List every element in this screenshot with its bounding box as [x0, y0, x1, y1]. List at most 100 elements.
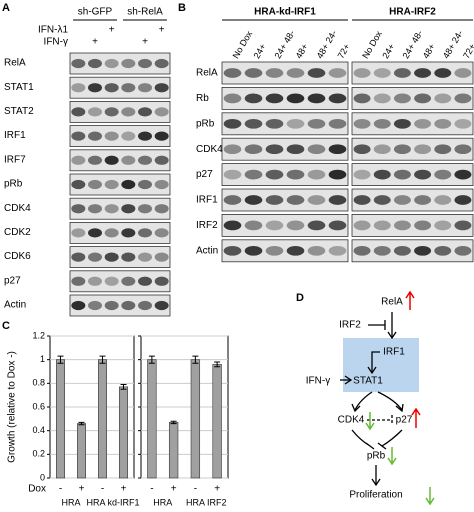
band — [104, 131, 119, 141]
label: + — [109, 25, 115, 36]
band — [265, 195, 284, 205]
blot — [69, 52, 171, 75]
band — [71, 276, 86, 286]
bar — [98, 359, 108, 479]
label: Actin — [4, 300, 26, 311]
band — [286, 245, 305, 256]
label: + — [121, 484, 127, 495]
band — [88, 179, 102, 190]
band — [454, 118, 472, 129]
band — [307, 169, 326, 180]
up-arrow — [411, 407, 421, 428]
bar — [119, 386, 129, 479]
band — [328, 144, 347, 155]
blot — [69, 76, 171, 99]
band — [307, 93, 326, 104]
band — [154, 276, 169, 286]
regulation-arrows — [365, 290, 435, 506]
band — [393, 220, 411, 231]
band — [353, 169, 371, 180]
band — [121, 83, 136, 93]
blot — [69, 125, 171, 147]
band — [414, 68, 432, 78]
down-arrow — [425, 487, 435, 506]
blot — [221, 239, 349, 263]
band — [307, 118, 326, 129]
label: 72+ — [336, 42, 352, 60]
band — [373, 68, 391, 78]
band — [353, 68, 371, 78]
band — [434, 169, 452, 180]
band — [223, 118, 242, 129]
band — [154, 83, 169, 93]
band — [154, 204, 169, 214]
arrow-head — [367, 366, 377, 375]
band — [154, 179, 169, 190]
error-bar — [120, 384, 127, 390]
blot — [351, 213, 474, 237]
band — [265, 144, 284, 155]
band — [353, 220, 371, 231]
label: STAT1 — [4, 82, 34, 93]
blot — [351, 137, 474, 161]
band — [414, 144, 432, 155]
band — [353, 195, 371, 205]
band — [328, 220, 347, 231]
band — [104, 179, 119, 190]
band — [393, 144, 411, 155]
diagram-arrows — [340, 312, 404, 487]
band — [328, 245, 347, 256]
band — [71, 204, 86, 214]
label: + — [159, 25, 165, 36]
blot — [351, 239, 474, 263]
label: CDK2 — [4, 227, 31, 238]
label: IRF7 — [4, 154, 26, 165]
band — [373, 118, 391, 129]
label: IFN-γ — [306, 376, 330, 387]
band — [154, 252, 169, 262]
band — [286, 169, 305, 180]
error-bar — [170, 420, 177, 425]
up-arrow — [405, 290, 415, 310]
band — [88, 155, 102, 165]
band — [138, 83, 152, 93]
label: HRA IRF2 — [186, 497, 227, 507]
arrow-head — [371, 478, 381, 487]
band — [138, 276, 152, 286]
band — [154, 228, 169, 238]
band — [393, 118, 411, 129]
blot — [69, 221, 171, 244]
error-bar — [214, 361, 221, 368]
blot — [69, 173, 171, 196]
label: + — [214, 484, 220, 495]
blot — [69, 101, 171, 123]
band — [154, 107, 169, 117]
blot — [221, 163, 349, 187]
bar — [147, 359, 157, 479]
inhibit — [351, 429, 375, 450]
band — [104, 58, 119, 69]
band — [138, 155, 152, 165]
band — [244, 245, 263, 256]
label: sh-RelA — [127, 7, 163, 18]
blot — [69, 270, 171, 293]
band — [121, 131, 136, 141]
label: 0.2 — [32, 449, 45, 459]
band — [138, 204, 152, 214]
band — [286, 220, 305, 231]
band — [121, 228, 136, 238]
band — [138, 131, 152, 141]
label: 48+ — [294, 42, 310, 60]
band — [154, 155, 169, 165]
band — [88, 300, 102, 311]
band — [307, 220, 326, 231]
error-bar — [192, 355, 199, 364]
band — [286, 144, 305, 155]
band — [393, 195, 411, 205]
band — [414, 220, 432, 231]
blot — [221, 137, 349, 161]
band — [265, 118, 284, 129]
band — [154, 300, 169, 311]
band — [138, 107, 152, 117]
